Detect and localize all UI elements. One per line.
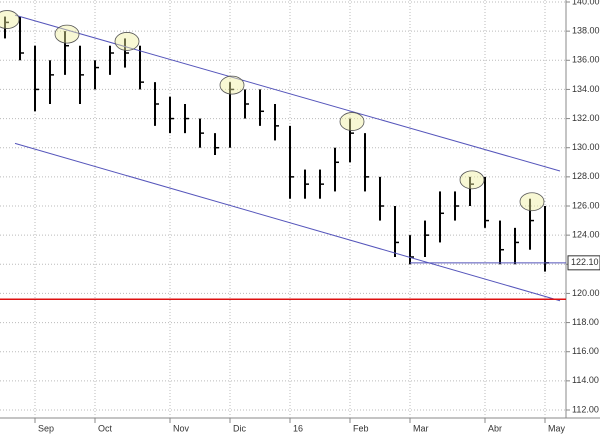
y-tick-label: 128.00 xyxy=(572,171,600,181)
y-tick-label: 126.00 xyxy=(572,200,600,210)
y-tick-label: 134.00 xyxy=(572,84,600,94)
y-tick-label: 114.00 xyxy=(572,375,599,385)
y-tick-label: 140.00 xyxy=(572,0,600,6)
x-tick-label: Mar xyxy=(413,423,429,433)
x-tick-label: Sep xyxy=(38,423,54,433)
x-tick-label: 16 xyxy=(293,423,303,433)
y-tick-label: 124.00 xyxy=(572,230,600,240)
y-tick-label: 138.00 xyxy=(572,26,600,36)
y-tick-label: 112.00 xyxy=(572,404,599,414)
price-box xyxy=(567,255,600,271)
highlight-circle xyxy=(219,75,245,95)
y-tick-label: 136.00 xyxy=(572,55,600,65)
x-tick-label: Dic xyxy=(233,423,246,433)
highlight-circle xyxy=(114,32,140,51)
y-tick-label: 132.00 xyxy=(572,113,600,123)
x-tick-label: Abr xyxy=(488,423,502,433)
price-label: 122.10 xyxy=(571,257,599,267)
channel-line xyxy=(14,14,561,172)
highlight-circle xyxy=(339,112,365,131)
highlight-circle xyxy=(54,24,80,44)
x-tick-label: Feb xyxy=(353,423,369,433)
channel-line xyxy=(14,142,561,302)
y-tick-label: 116.00 xyxy=(572,346,599,356)
x-tick-label: May xyxy=(548,423,566,433)
x-tick-label: Oct xyxy=(98,423,113,433)
highlight-circle xyxy=(459,170,485,190)
y-tick-label: 130.00 xyxy=(572,142,600,152)
highlight-circle xyxy=(0,10,20,29)
x-tick-label: Nov xyxy=(173,423,190,433)
y-tick-label: 120.00 xyxy=(572,288,600,298)
highlight-circle xyxy=(519,192,545,212)
y-tick-label: 118.00 xyxy=(572,317,599,327)
